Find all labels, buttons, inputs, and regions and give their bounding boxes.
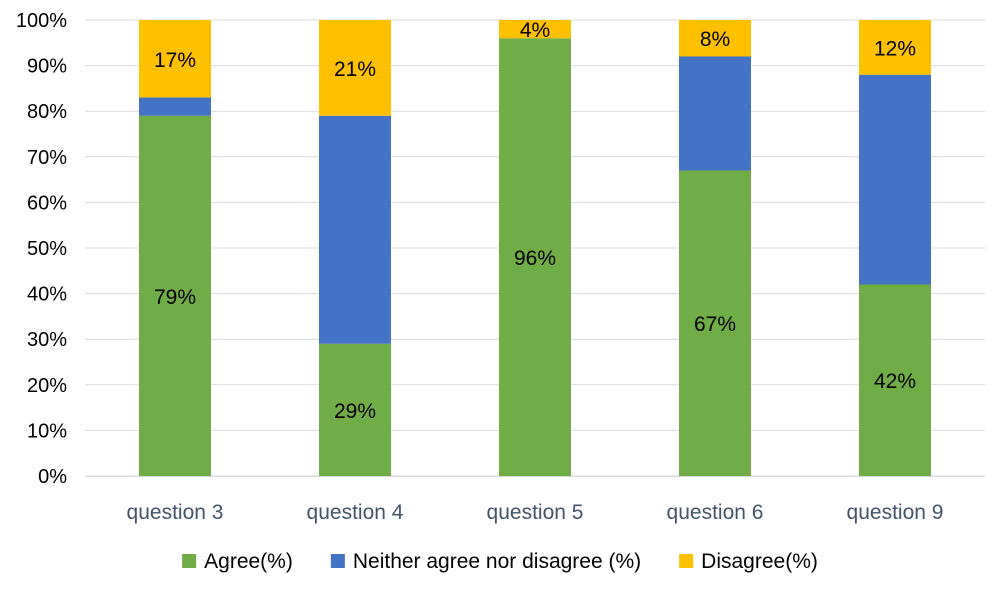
x-tick-label: question 5 xyxy=(487,501,584,524)
data-label: 21% xyxy=(334,58,376,81)
y-tick-label: 30% xyxy=(27,329,67,351)
bar-segment-disagree-question-5 xyxy=(499,20,571,39)
bar-segment-disagree-question-9 xyxy=(859,20,931,75)
bar-segment-neither-agree-nor-disagree-question-6 xyxy=(679,56,751,171)
bar-segment-neither-agree-nor-disagree-question-9 xyxy=(859,74,931,285)
legend-item-disagree: Disagree(%) xyxy=(679,550,818,573)
y-tick-label: 80% xyxy=(27,101,67,123)
x-tick-label: question 9 xyxy=(847,501,944,524)
y-tick-label: 90% xyxy=(27,56,67,78)
x-tick-label: question 6 xyxy=(667,501,764,524)
bar-segment-neither-agree-nor-disagree-question-4 xyxy=(319,115,391,344)
data-label: 17% xyxy=(154,49,196,72)
y-tick-label: 70% xyxy=(27,147,67,169)
y-tick-label: 50% xyxy=(27,238,67,260)
bar-segment-agree-question-9 xyxy=(859,284,931,476)
y-tick-label: 0% xyxy=(38,466,67,488)
data-label: 29% xyxy=(334,400,376,423)
y-tick-label: 40% xyxy=(27,284,67,306)
bar-segment-disagree-question-4 xyxy=(319,20,391,116)
x-tick-label: question 4 xyxy=(307,501,404,524)
y-tick-label: 20% xyxy=(27,375,67,397)
bar-segment-disagree-question-6 xyxy=(679,20,751,57)
bar-segment-agree-question-5 xyxy=(499,38,571,477)
bar-segment-agree-question-4 xyxy=(319,343,391,476)
legend-item-agree: Agree(%) xyxy=(182,550,293,573)
y-tick-label: 60% xyxy=(27,192,67,214)
y-axis-tick-labels: 0% 10% 20% 30% 40% 50% 60% 70% 80% 90% 100% xyxy=(16,10,67,488)
data-label: 8% xyxy=(700,28,730,51)
y-tick-label: 100% xyxy=(16,10,67,32)
x-axis: question 3 question 4 question 5 question 6… xyxy=(85,476,985,524)
legend-swatch xyxy=(330,554,345,568)
bars xyxy=(139,20,931,477)
bar-segment-agree-question-3 xyxy=(139,115,211,476)
legend-item-neither-agree-nor-disagree: Neither agree nor disagree (%) xyxy=(330,550,641,573)
bar-segment-agree-question-6 xyxy=(679,170,751,477)
legend-swatch xyxy=(182,554,197,568)
data-label: 67% xyxy=(694,313,736,336)
data-label: 96% xyxy=(514,247,556,270)
legend-label: Agree(%) xyxy=(204,550,293,573)
data-label: 4% xyxy=(520,19,550,42)
legend-label: Neither agree nor disagree (%) xyxy=(353,550,641,573)
bar-segment-disagree-question-3 xyxy=(139,20,211,98)
data-label: 12% xyxy=(874,37,916,60)
data-labels: 79% 17% 29% 21% 96% 4% 67% 8% 42% 12% xyxy=(154,19,916,423)
bar-segment-neither-agree-nor-disagree-question-3 xyxy=(139,97,211,116)
legend-swatch xyxy=(679,554,694,568)
data-label: 79% xyxy=(154,286,196,309)
x-tick-label: question 3 xyxy=(127,501,224,524)
y-tick-label: 10% xyxy=(27,420,67,442)
data-label: 42% xyxy=(874,370,916,393)
legend: Agree(%) Neither agree nor disagree (%) Di… xyxy=(182,550,818,573)
legend-label: Disagree(%) xyxy=(701,550,818,573)
